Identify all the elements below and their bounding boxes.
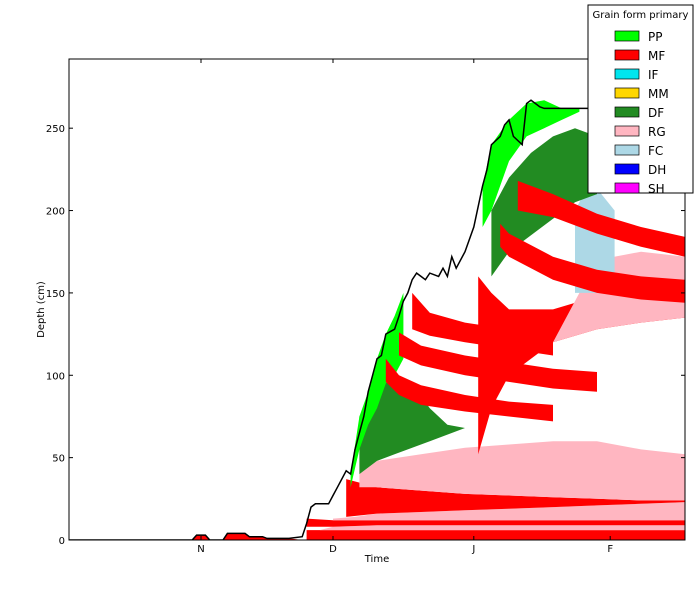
layer-rg-2: [319, 525, 685, 531]
layer-pp-8: [350, 292, 404, 488]
layer-rg-4: [333, 502, 685, 521]
legend-swatch-sh: [614, 182, 640, 194]
y-tick-label: 250: [46, 124, 65, 135]
legend-label-rg: RG: [648, 125, 666, 139]
legend-swatch-pp: [614, 30, 640, 42]
layer-mf-18: [517, 180, 685, 257]
legend-label-df: DF: [648, 106, 664, 120]
y-tick-label: 50: [52, 454, 65, 465]
y-tick-label: 0: [59, 536, 65, 547]
legend-label-sh: SH: [648, 182, 665, 196]
legend-swatch-fc: [614, 144, 640, 156]
y-tick-label: 200: [46, 207, 65, 218]
y-tick-label: 150: [46, 289, 65, 300]
layer-mf-3: [306, 518, 685, 527]
legend-swatch-if: [614, 68, 640, 80]
legend-label-if: IF: [648, 68, 659, 82]
layer-mf-5: [346, 479, 685, 517]
legend-swatch-rg: [614, 125, 640, 137]
x-tick-label: F: [607, 544, 613, 555]
legend-label-dh: DH: [648, 163, 666, 177]
y-axis-ticks: 0 50 100 150 200 250: [46, 124, 685, 547]
x-tick-label: N: [197, 544, 204, 555]
layer-mf-17: [500, 223, 685, 303]
plot-area: [69, 99, 685, 540]
y-tick-label: 100: [46, 371, 65, 382]
legend-box: [587, 4, 694, 194]
legend-label-mm: MM: [648, 87, 669, 101]
legend: Grain form primary PP MF IF MM DF RG FC DH SH: [587, 4, 694, 196]
layer-rg-6: [359, 441, 685, 501]
y-axis-label: Depth (cm): [36, 281, 47, 338]
legend-swatch-mm: [614, 87, 640, 99]
snow-depth-line: [69, 99, 685, 540]
x-tick-label: J: [471, 544, 475, 555]
legend-label-fc: FC: [648, 144, 663, 158]
layer-mf-1: [306, 530, 685, 540]
legend-swatch-dh: [614, 163, 640, 175]
plot-frame: [68, 58, 686, 541]
legend-label-mf: MF: [648, 49, 665, 63]
layer-df-7: [359, 375, 465, 475]
legend-swatch-mf: [614, 49, 640, 61]
layer-pp-16: [482, 100, 580, 227]
x-axis-label: Time: [364, 554, 389, 565]
layer-mf-9: [385, 358, 553, 422]
x-tick-label: D: [329, 544, 337, 555]
legend-entries: PP MF IF MM DF RG FC DH SH: [614, 30, 669, 196]
legend-swatch-df: [614, 106, 640, 118]
layer-mf-0: [192, 533, 303, 540]
legend-title: Grain form primary: [593, 10, 689, 21]
legend-label-pp: PP: [648, 30, 662, 44]
